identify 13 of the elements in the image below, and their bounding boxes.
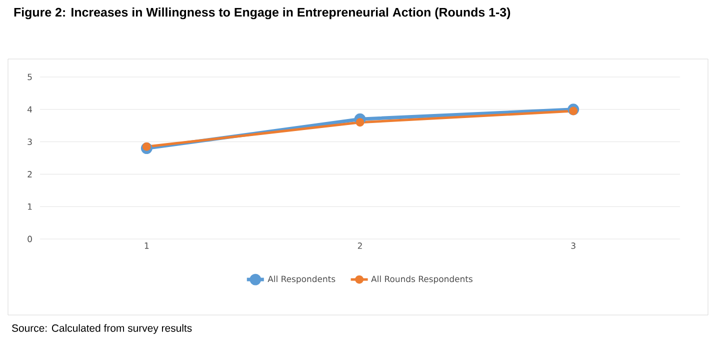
chart-title: Figure 2: Increases in Willingness to Engage in Entrepreneurial Action (Rounds 1-3) xyxy=(14,8,510,20)
y-tick-label: 2 xyxy=(28,171,32,178)
y-tick-label: 4 xyxy=(28,106,32,112)
y-tick-label: 5 xyxy=(28,74,32,80)
legend-label: All Respondents xyxy=(268,276,336,284)
x-tick-label: 1 xyxy=(144,242,149,249)
y-tick-label: 1 xyxy=(28,204,32,210)
y-tick-label: 0 xyxy=(28,236,32,242)
legend-label: All Rounds Respondents xyxy=(371,276,472,284)
x-tick-label: 3 xyxy=(571,242,576,249)
y-tick-label: 3 xyxy=(28,138,32,146)
source-note: Source: Calculated from survey results xyxy=(12,324,192,334)
x-tick-label: 2 xyxy=(358,242,362,249)
